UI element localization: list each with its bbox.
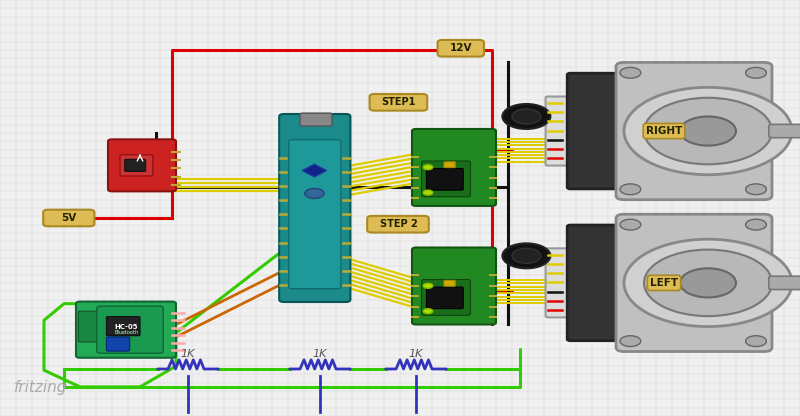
FancyBboxPatch shape bbox=[289, 140, 341, 289]
Circle shape bbox=[423, 283, 433, 288]
Text: Bluetooth: Bluetooth bbox=[114, 330, 138, 335]
FancyBboxPatch shape bbox=[567, 73, 628, 189]
FancyBboxPatch shape bbox=[106, 317, 140, 336]
FancyBboxPatch shape bbox=[106, 337, 130, 351]
FancyBboxPatch shape bbox=[279, 114, 350, 302]
FancyBboxPatch shape bbox=[422, 161, 470, 197]
Text: LEFT: LEFT bbox=[650, 278, 678, 288]
Circle shape bbox=[746, 184, 766, 195]
FancyBboxPatch shape bbox=[769, 124, 800, 138]
Circle shape bbox=[512, 109, 541, 124]
FancyBboxPatch shape bbox=[120, 155, 153, 176]
FancyBboxPatch shape bbox=[367, 216, 429, 233]
Text: 5V: 5V bbox=[61, 213, 77, 223]
FancyBboxPatch shape bbox=[78, 311, 99, 342]
FancyBboxPatch shape bbox=[546, 97, 573, 166]
FancyBboxPatch shape bbox=[426, 168, 463, 190]
Polygon shape bbox=[302, 164, 326, 177]
FancyBboxPatch shape bbox=[567, 225, 628, 341]
FancyBboxPatch shape bbox=[444, 162, 455, 168]
Circle shape bbox=[644, 250, 772, 316]
Circle shape bbox=[746, 67, 766, 78]
Circle shape bbox=[620, 336, 641, 347]
Circle shape bbox=[423, 309, 433, 314]
Text: STEP 2: STEP 2 bbox=[379, 219, 418, 229]
FancyBboxPatch shape bbox=[769, 276, 800, 290]
FancyBboxPatch shape bbox=[125, 159, 146, 171]
FancyBboxPatch shape bbox=[438, 40, 484, 57]
Circle shape bbox=[624, 239, 792, 327]
Circle shape bbox=[620, 219, 641, 230]
Circle shape bbox=[305, 188, 324, 198]
FancyBboxPatch shape bbox=[422, 280, 470, 315]
Text: fritzing: fritzing bbox=[14, 380, 68, 395]
FancyBboxPatch shape bbox=[76, 302, 176, 358]
Text: 1K: 1K bbox=[181, 349, 195, 359]
FancyBboxPatch shape bbox=[97, 306, 163, 353]
Text: 1K: 1K bbox=[409, 349, 423, 359]
Text: 12V: 12V bbox=[450, 43, 472, 53]
Circle shape bbox=[423, 165, 433, 170]
FancyBboxPatch shape bbox=[412, 248, 496, 324]
Text: RIGHT: RIGHT bbox=[646, 126, 682, 136]
Text: HC-05: HC-05 bbox=[114, 324, 138, 330]
Circle shape bbox=[644, 98, 772, 164]
FancyBboxPatch shape bbox=[300, 113, 332, 126]
Circle shape bbox=[502, 243, 550, 268]
Text: 1K: 1K bbox=[313, 349, 327, 359]
FancyBboxPatch shape bbox=[43, 210, 94, 226]
Circle shape bbox=[423, 190, 433, 195]
Circle shape bbox=[620, 67, 641, 78]
Circle shape bbox=[746, 336, 766, 347]
Circle shape bbox=[746, 219, 766, 230]
Circle shape bbox=[620, 184, 641, 195]
FancyBboxPatch shape bbox=[546, 248, 573, 317]
FancyBboxPatch shape bbox=[412, 129, 496, 206]
FancyBboxPatch shape bbox=[426, 287, 463, 309]
FancyBboxPatch shape bbox=[444, 280, 455, 286]
Text: STEP1: STEP1 bbox=[382, 97, 415, 107]
FancyBboxPatch shape bbox=[108, 139, 176, 191]
Circle shape bbox=[680, 116, 736, 146]
FancyBboxPatch shape bbox=[370, 94, 427, 111]
FancyBboxPatch shape bbox=[616, 214, 772, 352]
Circle shape bbox=[624, 87, 792, 175]
FancyBboxPatch shape bbox=[616, 62, 772, 200]
Circle shape bbox=[512, 248, 541, 263]
Circle shape bbox=[502, 104, 550, 129]
Circle shape bbox=[680, 268, 736, 297]
